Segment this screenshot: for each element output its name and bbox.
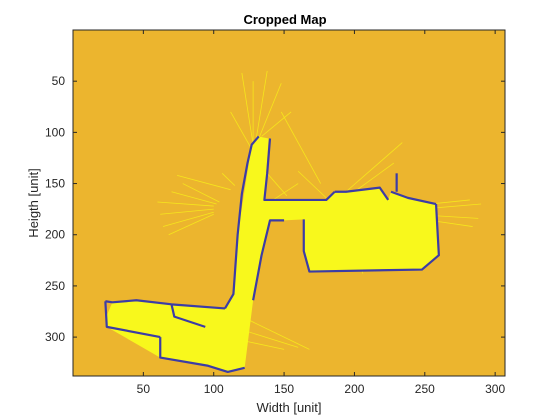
- ray-line: [261, 111, 292, 137]
- ray-line: [177, 174, 231, 191]
- y-tick-label: 150: [45, 177, 65, 191]
- ray-layer: [157, 70, 482, 350]
- y-tick-label: 100: [45, 125, 65, 139]
- x-tick-label: 100: [204, 382, 224, 396]
- ray-line: [160, 208, 214, 215]
- ray-line: [162, 211, 214, 227]
- y-tick-label: 300: [45, 330, 65, 344]
- occupied-wall: [105, 299, 226, 310]
- x-tick-label: 200: [344, 382, 364, 396]
- chart-title: Cropped Map: [243, 12, 326, 27]
- ray-line: [297, 170, 327, 199]
- occupied-wall: [390, 190, 437, 206]
- free-space-region: [105, 136, 439, 372]
- x-axis-label: Width [unit]: [256, 400, 321, 415]
- ray-line: [157, 201, 214, 207]
- free-space-layer: [105, 136, 439, 372]
- x-tick-label: 150: [274, 382, 294, 396]
- y-axis-label: Heigth [unit]: [26, 168, 41, 237]
- x-tick-label: 300: [485, 382, 505, 396]
- ray-line: [345, 142, 403, 193]
- ray-line: [241, 72, 254, 145]
- occupied-wall: [170, 304, 206, 328]
- occupied-wall: [104, 301, 161, 339]
- occupied-wall: [159, 337, 245, 374]
- x-axis-ticks: 50 100 150 200 250 300: [137, 30, 505, 396]
- occupied-wall: [263, 138, 336, 202]
- occupied-wall: [224, 135, 260, 309]
- ray-line: [171, 191, 217, 205]
- ray-line: [230, 111, 251, 147]
- x-tick-label: 50: [137, 382, 151, 396]
- x-tick-label: 250: [415, 382, 435, 396]
- y-tick-label: 50: [52, 74, 66, 88]
- y-tick-label: 250: [45, 279, 65, 293]
- ray-line: [354, 162, 395, 193]
- occupied-wall: [252, 219, 285, 301]
- axes-box: [72, 29, 506, 377]
- occupied-wall-layer: [104, 135, 440, 374]
- y-tick-label: 200: [45, 228, 65, 242]
- ray-line: [241, 316, 310, 350]
- ray-line: [168, 213, 214, 236]
- ray-line: [221, 173, 236, 186]
- ray-line: [258, 83, 282, 139]
- ray-line: [280, 111, 322, 184]
- occupied-wall: [302, 203, 440, 273]
- ray-line: [266, 173, 288, 197]
- y-axis-ticks: 50 100 150 200 250 300: [45, 74, 505, 344]
- ray-line: [182, 183, 220, 203]
- ray-line: [255, 70, 268, 141]
- occupied-wall: [334, 186, 390, 201]
